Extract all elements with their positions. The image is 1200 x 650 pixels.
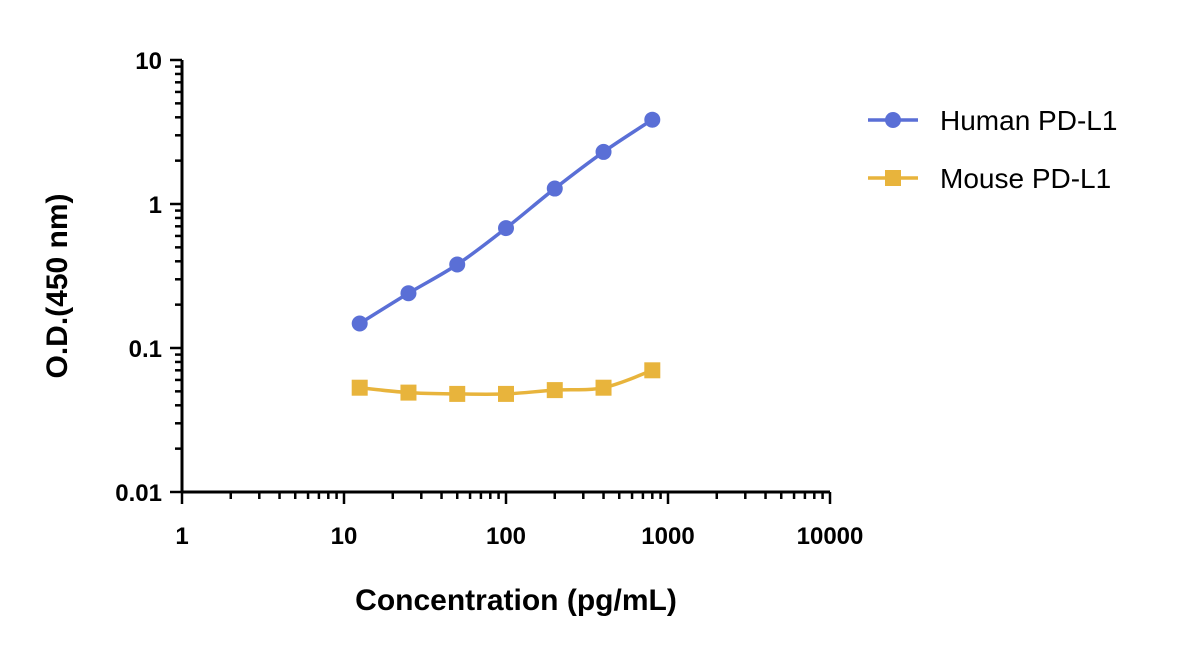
y-tick-label: 0.01 [115, 480, 162, 507]
legend-item-human-pd-l1: Human PD-L1 [868, 105, 1117, 136]
y-tick-label: 10 [135, 48, 162, 75]
legend-item-mouse-pd-l1: Mouse PD-L1 [868, 163, 1111, 194]
x-tick-label: 10 [331, 523, 358, 550]
data-point [595, 379, 612, 396]
data-point [498, 385, 514, 402]
legend: Human PD-L1 Mouse PD-L1 [868, 105, 1117, 194]
axes: 1 10 100 1000 10000 0.01 0.1 1 10 [115, 48, 863, 550]
legend-label: Human PD-L1 [940, 105, 1117, 136]
legend-marker [885, 170, 901, 186]
y-tick-label: 0.1 [129, 336, 162, 363]
legend-marker [885, 112, 901, 128]
x-axis-label: Concentration (pg/mL) [355, 584, 677, 617]
data-point [644, 111, 661, 128]
x-tick-label: 100 [486, 523, 526, 550]
series-human-pd-l1 [351, 111, 661, 332]
series-layer [351, 111, 661, 402]
x-tick-label: 1000 [641, 523, 694, 550]
x-tick-label: 10000 [797, 523, 864, 550]
x-ticks: 1 10 100 1000 10000 [175, 492, 863, 550]
data-point [351, 315, 368, 332]
y-axis-label: O.D.(450 nm) [41, 193, 74, 378]
legend-label: Mouse PD-L1 [940, 163, 1111, 194]
data-point [400, 384, 417, 401]
data-point [546, 382, 563, 399]
data-point [400, 285, 417, 302]
data-point [644, 362, 661, 379]
y-tick-label: 1 [149, 192, 162, 219]
data-point [449, 256, 466, 273]
data-point [546, 180, 563, 197]
series-mouse-pd-l1 [351, 362, 661, 402]
y-ticks: 0.01 0.1 1 10 [115, 48, 182, 507]
data-point [351, 379, 368, 396]
x-tick-label: 1 [175, 523, 188, 550]
data-point [449, 385, 466, 402]
data-point [498, 220, 514, 237]
data-point [595, 143, 612, 160]
